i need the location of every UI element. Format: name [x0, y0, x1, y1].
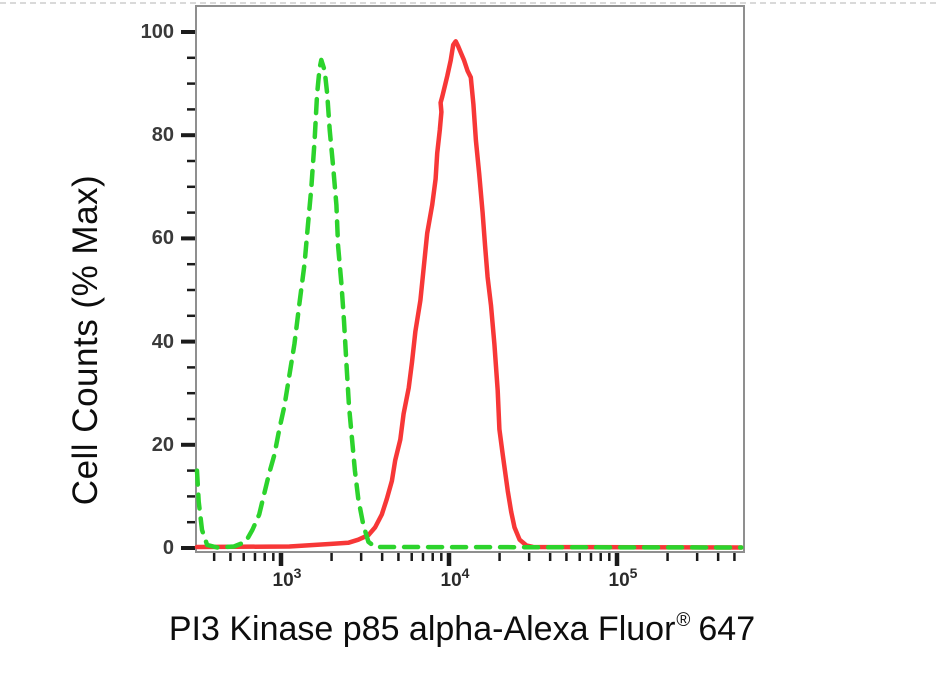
x-tick-exponent: 4: [461, 565, 470, 581]
top-dashed-border: [0, 2, 936, 4]
y-tick-label: 60: [151, 227, 174, 250]
y-tick-label: 100: [140, 21, 174, 43]
y-tick-label: 20: [151, 433, 174, 456]
x-axis-title-text: PI3 Kinase p85 alpha-Alexa Fluor: [168, 610, 676, 648]
x-axis-title: PI3 Kinase p85 alpha-Alexa Fluor® 647: [169, 610, 755, 649]
x-axis-title-suffix: 647: [698, 610, 756, 648]
x-tick-label: 105: [608, 565, 638, 592]
x-tick-base: 10: [608, 570, 630, 591]
registered-trademark-symbol: ®: [676, 609, 691, 631]
x-tick-label: 104: [440, 565, 470, 592]
y-tick-label: 40: [151, 330, 174, 353]
y-tick-label: 0: [162, 537, 174, 559]
y-axis-title: Cell Counts (% Max): [66, 174, 105, 506]
x-tick-label: 103: [272, 565, 302, 592]
x-tick-exponent: 3: [293, 565, 302, 581]
x-tick-base: 10: [272, 570, 294, 591]
y-tick-label: 80: [151, 124, 174, 147]
x-tick-exponent: 5: [629, 565, 638, 581]
x-tick-base: 10: [440, 570, 462, 591]
plot-area: [195, 5, 745, 553]
